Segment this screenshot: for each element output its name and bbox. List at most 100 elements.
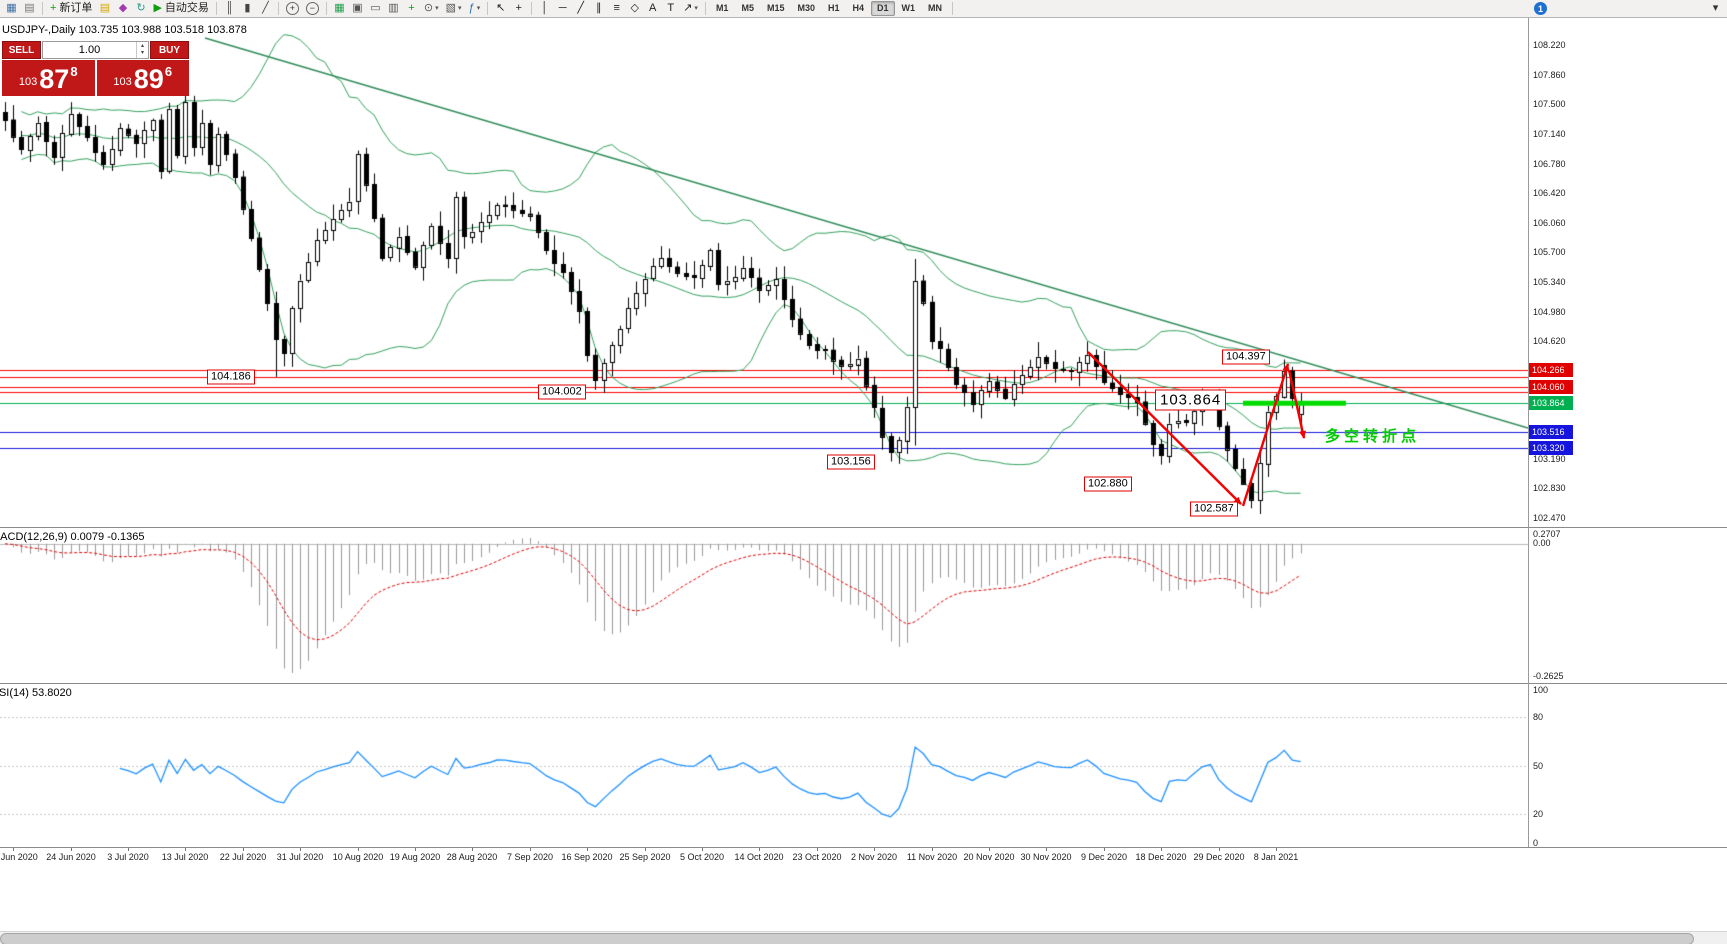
sell-button[interactable]: SELL [2, 41, 41, 59]
trendline-icon[interactable]: ╱ [572, 1, 589, 16]
sell-price-button[interactable]: 103 87 8 [2, 60, 95, 96]
main-chart-pane: USDJPY-,Daily 103.735 103.988 103.518 10… [0, 18, 1727, 527]
chart-profiles-icon: ▤ [24, 2, 35, 14]
notifications-badge[interactable]: 1 [1534, 2, 1547, 15]
rsi-axis-label-80: 80 [1533, 711, 1544, 722]
vertical-line-icon[interactable]: │ [536, 1, 553, 16]
crosshair-icon[interactable]: + [510, 1, 527, 16]
templates-icon[interactable]: ▧ ▾ [443, 1, 465, 16]
rsi-indicator-canvas[interactable] [0, 684, 1528, 847]
tile-windows-icon[interactable]: ▦ [331, 1, 348, 16]
date-label: 15 Jun 2020 [0, 852, 38, 862]
new-order-button: + [50, 2, 57, 14]
tile-horizontal-icon[interactable]: ▭ [367, 1, 384, 16]
refresh-icon[interactable]: ↻ [132, 1, 149, 16]
arrows-tool-icon: ↗ [683, 2, 693, 14]
indicators-icon[interactable]: ƒ ▾ [466, 1, 484, 16]
autotrading-button: ▶ [153, 2, 162, 14]
date-label: 18 Dec 2020 [1135, 852, 1187, 862]
timeframe-m15[interactable]: M15 [761, 1, 791, 16]
timeframe-m30[interactable]: M30 [791, 1, 821, 16]
new-chart-icon[interactable]: ▦ [3, 1, 20, 16]
price-axis-label: 105.340 [1533, 276, 1566, 287]
time-tick [1276, 848, 1277, 851]
time-tick [874, 848, 875, 851]
time-tick [932, 848, 933, 851]
timeframe-h4[interactable]: H4 [847, 1, 871, 16]
periods-icon[interactable]: ⊙ ▾ [421, 1, 442, 16]
timeframe-m5[interactable]: M5 [735, 1, 760, 16]
price-badge-104.266: 104.266 [1529, 363, 1573, 378]
new-chart-icon: ▦ [6, 2, 17, 14]
time-tick [243, 848, 244, 851]
cascade-windows-icon[interactable]: ▣ [349, 1, 366, 16]
volume-up-icon[interactable]: ▴ [140, 43, 144, 49]
timeframe-w1[interactable]: W1 [896, 1, 922, 16]
time-tick [989, 848, 990, 851]
history-center-icon[interactable]: ▤ [96, 1, 113, 16]
crosshair-icon: + [515, 2, 522, 14]
candlestick-chart-canvas[interactable] [0, 18, 1528, 527]
global-variables-icon[interactable]: ◆ [114, 1, 131, 16]
price-callout-102.880: 102.880 [1084, 476, 1132, 492]
macd-indicator-canvas[interactable] [0, 528, 1528, 683]
candlestick-chart-icon: ▮ [244, 2, 251, 14]
new-order-button[interactable]: + 新订单 [47, 1, 95, 16]
volume-input[interactable] [43, 42, 148, 58]
horizontal-line-icon[interactable]: ─ [554, 1, 571, 16]
dropdown-arrow-icon: ▾ [435, 5, 439, 12]
volume-stepper[interactable]: ▴ ▾ [136, 42, 148, 58]
new-window-icon[interactable]: + [403, 1, 420, 16]
fibonacci-icon[interactable]: ≡ [608, 1, 625, 16]
price-axis-label: 107.860 [1533, 69, 1566, 80]
toolbar-overflow-icon[interactable]: ▾ [1707, 1, 1724, 16]
price-axis-label: 108.220 [1533, 40, 1566, 51]
date-label: 9 Dec 2020 [1080, 852, 1128, 862]
trendline-icon: ╱ [577, 2, 585, 14]
price-axis-label: 104.620 [1533, 336, 1566, 347]
channel-icon[interactable]: ∥ [590, 1, 607, 16]
buy-button[interactable]: BUY [150, 41, 189, 59]
price-callout-102.587: 102.587 [1190, 501, 1238, 517]
indicators-icon: ƒ [468, 2, 475, 14]
zoom-out-icon[interactable]: − [303, 1, 322, 16]
autotrading-button-label: 自动交易 [164, 2, 209, 14]
autotrading-button[interactable]: ▶ 自动交易 [150, 1, 211, 16]
text-icon[interactable]: A [644, 1, 661, 16]
shapes-icon[interactable]: ◇ [626, 1, 643, 16]
tile-vertical-icon[interactable]: ▥ [385, 1, 402, 16]
candlestick-chart-icon[interactable]: ▮ [239, 1, 256, 16]
line-chart-icon[interactable]: ╱ [257, 1, 274, 16]
time-tick [759, 848, 760, 851]
zoom-in-icon[interactable]: + [283, 1, 302, 16]
cursor-icon[interactable]: ↖ [492, 1, 509, 16]
timeframe-m1[interactable]: M1 [710, 1, 735, 16]
cascade-windows-icon: ▣ [352, 2, 363, 14]
date-label: 22 Jul 2020 [219, 852, 267, 862]
time-tick [1219, 848, 1220, 851]
volume-down-icon[interactable]: ▾ [140, 50, 144, 56]
bar-chart-icon[interactable]: ║ [221, 1, 238, 16]
toolbar-separator [531, 2, 533, 15]
timeframe-mn[interactable]: MN [922, 1, 948, 16]
price-axis-label: 107.500 [1533, 99, 1566, 110]
tile-vertical-icon: ▥ [388, 2, 399, 14]
timeframe-h1[interactable]: H1 [822, 1, 846, 16]
date-label: 23 Oct 2020 [792, 852, 842, 862]
date-label: 30 Nov 2020 [1020, 852, 1072, 862]
timeframe-d1[interactable]: D1 [871, 1, 895, 16]
chart-profiles-icon[interactable]: ▤ [21, 1, 38, 16]
rsi-axis-label-0: 0 [1533, 838, 1539, 848]
label-icon[interactable]: T [662, 1, 679, 16]
buy-price-button[interactable]: 103 89 6 [96, 60, 189, 96]
date-label: 19 Aug 2020 [389, 852, 441, 862]
horizontal-scrollbar[interactable] [0, 931, 1727, 944]
scrollbar-thumb[interactable] [0, 933, 1694, 944]
time-axis[interactable]: 15 Jun 2020 24 Jun 2020 3 Jul 2020 13 Jul 2… [0, 847, 1727, 866]
date-label: 16 Sep 2020 [561, 852, 613, 862]
sell-price-sup: 8 [70, 64, 78, 79]
time-tick [1104, 848, 1105, 851]
arrows-tool-icon[interactable]: ↗ ▾ [680, 1, 701, 16]
price-axis[interactable]: 108.220 107.860 107.500 107.140 106.780 106.4… [1529, 0, 1604, 944]
